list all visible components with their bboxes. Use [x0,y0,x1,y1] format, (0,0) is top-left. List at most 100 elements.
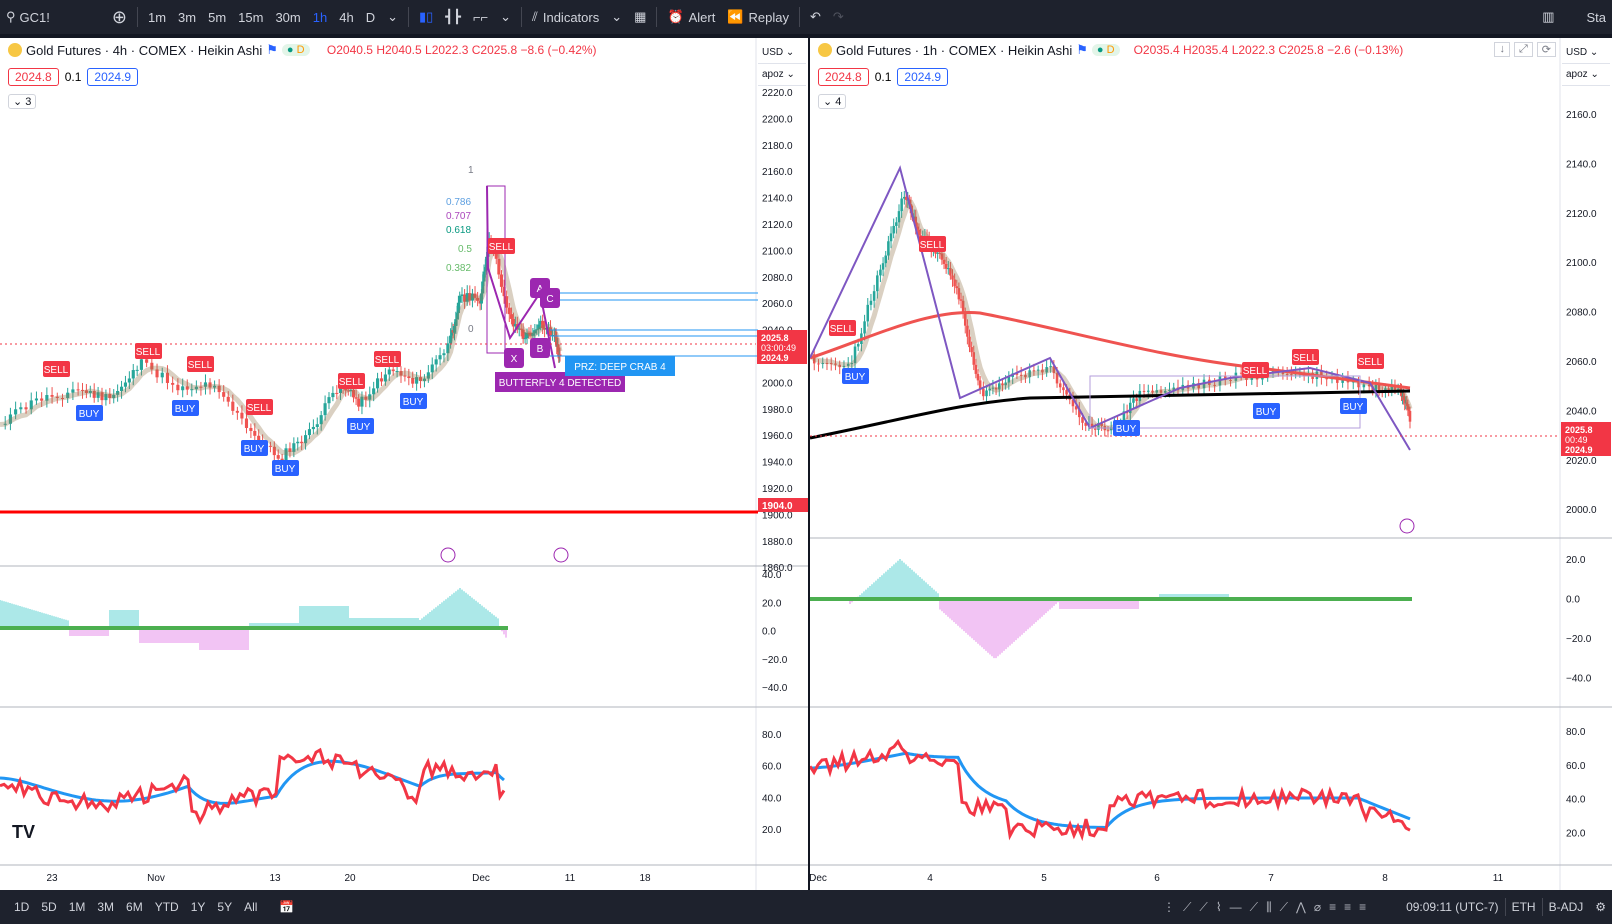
date-range-icon[interactable]: 📅 [279,900,295,914]
interval-15m[interactable]: 15m [238,9,264,25]
fib-level-label: 0.707 [446,211,471,222]
range-5d[interactable]: 5D [41,900,57,914]
candle-body [455,313,459,320]
start-label[interactable]: Sta [1586,9,1606,25]
indicators-button[interactable]: ⫽ Indicators [526,0,605,34]
maximize-icon[interactable]: ⤢ [1513,42,1533,57]
heikin-icon[interactable]: ⌐⌐ [472,9,489,25]
candle-body [60,397,65,399]
range-1y[interactable]: 1Y [190,900,206,914]
interval-4h[interactable]: 4h [339,9,354,25]
bottom-toolbar: 1D 5D 1M 3M 6M YTD 1Y 5Y All 📅 ⋮⟋⟋⌇—⟋⫼⟋⋀… [0,890,1612,924]
unit-select[interactable]: apoz ⌄ [1562,64,1610,86]
range-ytd[interactable]: YTD [154,900,179,914]
chart-canvas-1h[interactable]: 2160.0 2140.0 2120.0 2100.0 2080.0 2060.0 2040… [810,38,1612,890]
candle-body [96,392,100,398]
candle-body [387,369,391,375]
candle-body [1093,428,1097,430]
unit-select[interactable]: apoz ⌄ [758,64,806,86]
ask-button[interactable]: 2024.9 [897,68,949,86]
panel-toggle-icon[interactable]: ▥ [1542,9,1555,24]
interval-1m[interactable]: 1m [147,9,167,25]
candle-body [171,382,175,385]
candle-body [963,313,967,326]
interval-1h[interactable]: 1h [312,9,328,25]
bid-button[interactable]: 2024.8 [818,68,869,86]
level-label: 1904.0 [762,501,793,512]
sell-signal [488,238,515,254]
range-6m[interactable]: 6M [126,900,143,914]
sell-signal-label: SELL [247,403,272,414]
chart-canvas-4h[interactable]: 2220.0 2200.0 2180.0 2160.0 2140.0 2120.0 2100… [0,38,808,890]
sell-signal-label: SELL [489,242,514,253]
sell-signal-label: SELL [830,324,855,335]
candle-body [1163,390,1167,393]
ask-button[interactable]: 2024.9 [87,68,139,86]
candle-body [1062,387,1065,391]
candle-body [426,372,430,379]
indicators-label: Indicators [542,9,600,25]
pattern-point [504,348,524,368]
interval-3m[interactable]: 3m [178,9,197,25]
candle-body [100,392,104,401]
add-symbol-button[interactable]: ⊕ [111,6,127,27]
collapse-indicators[interactable]: ⌄ 3 [8,94,37,109]
symbol-search[interactable]: ⚲ GC1! [0,0,56,34]
redo-icon[interactable]: ↷ [832,9,844,24]
interval-5m[interactable]: 5m [208,9,227,25]
interval-d[interactable]: D [365,9,376,25]
collapse-indicators[interactable]: ⌄ 4 [818,94,847,109]
pane-divider[interactable] [808,38,810,890]
candle-body [1393,386,1397,390]
candle-body [430,364,434,373]
arrow-down-icon[interactable]: ↓ [1494,42,1510,57]
candle-body [946,268,950,270]
range-1d[interactable]: 1D [14,900,30,914]
chart-pane-1h[interactable]: 2160.0 2140.0 2120.0 2100.0 2080.0 2060.0 2040… [810,38,1612,890]
drawing-tools-icon[interactable]: ⋮⟋⟋⌇—⟋⫼⟋⋀⌀≡≡≡ [1163,899,1375,914]
replay-button[interactable]: ⏪ Replay [721,0,795,34]
range-5y[interactable]: 5Y [217,900,233,914]
tradingview-logo: TV [12,822,35,842]
chevron-down-icon[interactable]: ⌄ [611,9,623,24]
candle-body [360,396,364,407]
range-all[interactable]: All [244,900,258,914]
range-3m[interactable]: 3M [97,900,115,914]
chevron-down-icon[interactable]: ⌄ [500,9,512,24]
price-tick: 1980.0 [762,405,793,416]
bid-button[interactable]: 2024.8 [8,68,59,86]
session-button[interactable]: ETH [1511,900,1536,914]
buy-signal [347,418,374,434]
candle-body [974,364,978,374]
interval-30m[interactable]: 30m [275,9,301,25]
price-tick: 2200.0 [762,114,793,125]
candle-body [403,375,407,377]
candle-body [1357,381,1360,388]
layout-icon[interactable]: ▦ [634,9,647,24]
osc-tick: −20.0 [1566,634,1592,645]
chevron-down-icon[interactable]: ⌄ [387,9,398,24]
currency-select[interactable]: USD ⌄ [758,42,806,64]
chart-pane-4h[interactable]: 2220.0 2200.0 2180.0 2160.0 2140.0 2120.0 2100… [0,38,808,890]
undo-icon[interactable]: ↶ [810,9,821,24]
candle-body [942,259,946,264]
candle-body [418,377,423,381]
sell-signal-label: SELL [188,360,213,371]
range-1m[interactable]: 1M [68,900,86,914]
candle-body [483,267,487,272]
candle-body [970,347,973,353]
adjust-button[interactable]: B-ADJ [1548,900,1584,914]
time-tick: Dec [472,873,490,884]
sync-icon[interactable]: ⟳ [1536,42,1556,57]
candle-body [897,211,901,223]
sell-signal-label: SELL [1293,353,1318,364]
candles-icon[interactable]: ▮▯ [418,9,434,24]
osc-tick: 0.0 [1566,595,1580,606]
alert-button[interactable]: ⏰ Alert [661,0,721,34]
settings-icon[interactable]: ⚙ [1595,900,1606,914]
currency-select[interactable]: USD ⌄ [1562,42,1610,64]
candle-body [438,355,442,360]
buy-signal [1253,403,1280,419]
bars-icon[interactable]: ┫┣ [445,9,461,24]
candle-body [869,300,873,305]
